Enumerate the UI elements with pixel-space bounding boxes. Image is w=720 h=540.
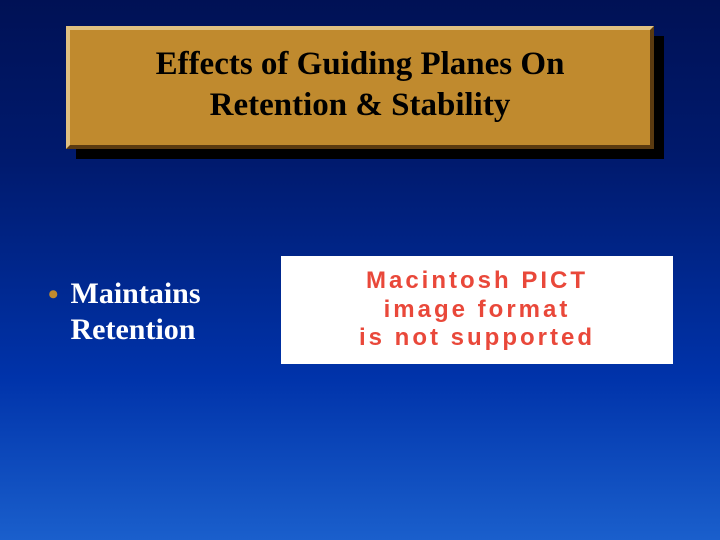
placeholder-text: Macintosh PICT image format is not suppo…	[359, 267, 595, 353]
bullet-line-1: Maintains	[71, 277, 201, 310]
bullet-list: • Maintains Retention	[48, 276, 201, 348]
bullet-line-2: Retention	[71, 313, 196, 346]
image-placeholder: Macintosh PICT image format is not suppo…	[281, 256, 673, 364]
title-text: Effects of Guiding Planes On Retention &…	[90, 44, 630, 127]
title-box: Effects of Guiding Planes On Retention &…	[66, 26, 654, 149]
bullet-dot-icon: •	[48, 278, 59, 312]
title-line-2: Retention & Stability	[90, 85, 630, 126]
placeholder-line-1: Macintosh PICT	[366, 267, 588, 294]
placeholder-line-2: image format	[384, 296, 571, 323]
title-line-1: Effects of Guiding Planes On	[156, 46, 565, 82]
bullet-item: • Maintains Retention	[48, 276, 201, 348]
placeholder-line-3: is not supported	[359, 324, 595, 351]
title-container: Effects of Guiding Planes On Retention &…	[66, 26, 654, 149]
bullet-text: Maintains Retention	[71, 276, 201, 348]
